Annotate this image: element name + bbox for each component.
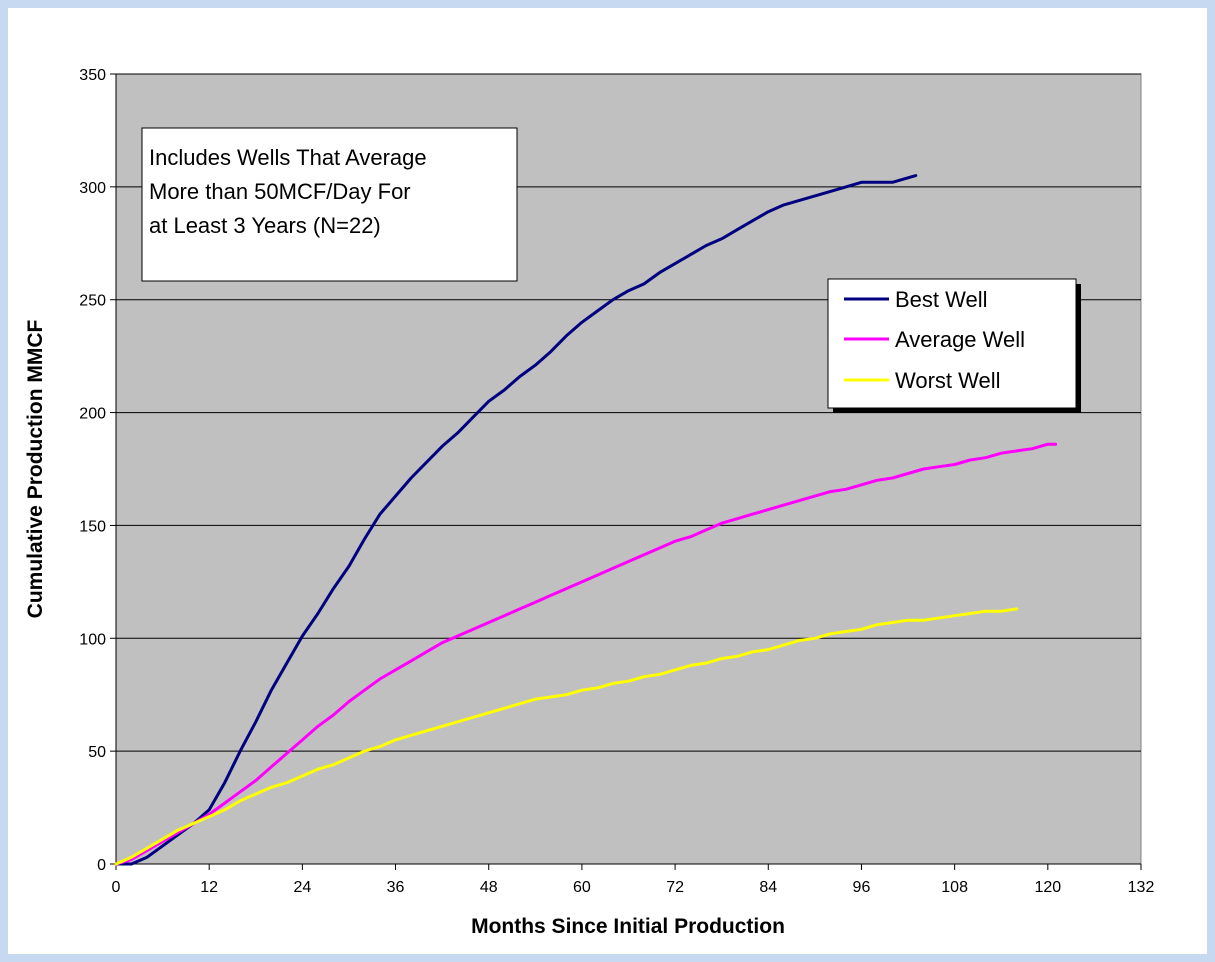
average-well-line bbox=[114, 442, 1058, 866]
annotation-line-3: at Least 3 Years (N=22) bbox=[149, 213, 381, 238]
y-tick-label: 250 bbox=[79, 293, 106, 310]
x-tick-label: 96 bbox=[853, 879, 871, 896]
worst-well-line bbox=[114, 607, 1019, 866]
best-well-line bbox=[114, 174, 918, 866]
y-tick-label: 350 bbox=[79, 67, 106, 84]
y-axis-label: Cumulative Production MMCF bbox=[24, 319, 47, 618]
y-tick-label: 0 bbox=[97, 857, 106, 874]
x-tick-label: 120 bbox=[1034, 879, 1061, 896]
y-tick-label: 300 bbox=[79, 180, 106, 197]
x-tick-label: 0 bbox=[112, 879, 121, 896]
x-tick-label: 48 bbox=[480, 879, 498, 896]
x-tick-label: 84 bbox=[759, 879, 777, 896]
x-tick-label: 108 bbox=[941, 879, 968, 896]
annotation-box: Includes Wells That Average More than 50… bbox=[141, 127, 518, 282]
y-tick-label: 100 bbox=[79, 631, 106, 648]
axes: 0 50 100 150 200 250 300 350 0 12 24 36 48 60 72 84 96 10… bbox=[79, 67, 1154, 896]
grid-lines bbox=[116, 73, 1141, 752]
x-tick-label: 60 bbox=[573, 879, 591, 896]
x-tick-label: 72 bbox=[666, 879, 684, 896]
x-axis-label: Months Since Initial Production bbox=[471, 915, 785, 938]
x-tick-label: 36 bbox=[387, 879, 405, 896]
legend-label-best: Best Well bbox=[895, 287, 988, 312]
x-tick-label: 132 bbox=[1128, 879, 1155, 896]
series-layer bbox=[114, 174, 1058, 866]
x-tick-label: 24 bbox=[293, 879, 311, 896]
legend: Best Well Average Well Worst Well bbox=[827, 278, 1081, 413]
chart-frame: 0 50 100 150 200 250 300 350 0 12 24 36 48 60 72 84 96 10… bbox=[8, 8, 1207, 954]
legend-label-average: Average Well bbox=[895, 327, 1025, 352]
y-tick-label: 150 bbox=[79, 518, 106, 535]
legend-label-worst: Worst Well bbox=[895, 368, 1001, 393]
y-tick-label: 200 bbox=[79, 406, 106, 423]
y-tick-label: 50 bbox=[88, 744, 106, 761]
annotation-line-2: More than 50MCF/Day For bbox=[149, 179, 411, 204]
line-chart: 0 50 100 150 200 250 300 350 0 12 24 36 48 60 72 84 96 10… bbox=[24, 67, 1154, 938]
annotation-line-1: Includes Wells That Average bbox=[149, 145, 427, 170]
x-tick-label: 12 bbox=[200, 879, 218, 896]
